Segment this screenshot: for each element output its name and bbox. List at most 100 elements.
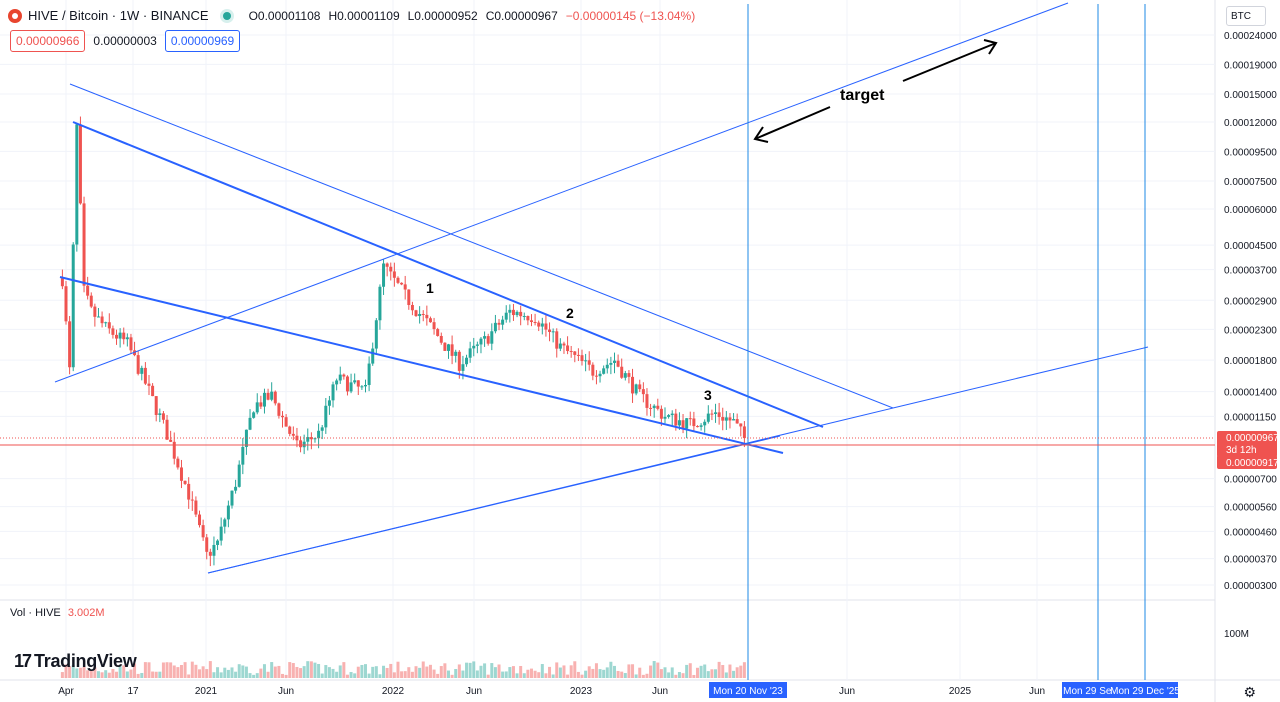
volume-bar xyxy=(226,669,230,678)
currency-button[interactable]: BTC xyxy=(1226,6,1266,26)
candle-body xyxy=(681,420,685,429)
volume-bar xyxy=(208,661,212,678)
volume-bar xyxy=(104,670,108,678)
candle-body xyxy=(201,525,205,538)
price-tick-label: 0.00015000 xyxy=(1224,90,1277,101)
candle-body xyxy=(533,322,537,324)
candle-body xyxy=(161,413,165,420)
volume-bar xyxy=(529,668,533,678)
candle-body xyxy=(486,336,490,344)
volume-bar xyxy=(317,663,321,678)
candle-body xyxy=(703,421,707,426)
volume-bar xyxy=(78,667,82,678)
candle-body xyxy=(508,309,512,313)
candle-body xyxy=(165,419,169,440)
candle-body xyxy=(407,289,411,306)
candle-body xyxy=(187,483,191,500)
line-price-label: 0.00000917 xyxy=(1226,458,1279,469)
time-highlight-label: Mon 20 Nov '23 xyxy=(713,686,783,697)
volume-bar xyxy=(432,669,436,678)
volume-bar xyxy=(742,662,746,678)
volume-bar xyxy=(288,662,292,678)
candle-body xyxy=(529,320,533,323)
volume-bar xyxy=(389,663,393,678)
candle-body xyxy=(414,310,418,317)
candle-body xyxy=(118,332,122,339)
candle-body xyxy=(598,373,602,377)
arrow-head-left xyxy=(753,126,769,143)
volume-bar xyxy=(306,661,310,678)
candle-body xyxy=(728,417,732,421)
trendline-support-falling xyxy=(59,276,784,454)
ohlc-open: O0.00001108 xyxy=(248,8,321,23)
candle-body xyxy=(291,433,295,436)
volume-bar xyxy=(237,664,241,678)
candle-body xyxy=(179,467,183,481)
candle-body xyxy=(479,338,483,345)
volume-bar xyxy=(454,669,458,678)
candle-body xyxy=(317,430,321,439)
volume-bar xyxy=(277,665,281,678)
candle-body xyxy=(82,203,86,286)
arrow-head-right xyxy=(983,39,998,55)
candle-body xyxy=(273,391,277,404)
candle-body xyxy=(327,400,331,406)
candle-body xyxy=(544,323,548,330)
candle-body xyxy=(96,316,100,318)
candle-body xyxy=(511,309,515,316)
volume-bar xyxy=(706,671,710,678)
ask-button[interactable]: 0.00000969 xyxy=(164,30,241,52)
candle-body xyxy=(234,486,238,491)
volume-bar xyxy=(446,670,450,678)
candle-body xyxy=(277,403,281,416)
volume-bar xyxy=(244,666,248,678)
candle-body xyxy=(558,343,562,349)
candle-body xyxy=(692,418,696,427)
candle-body xyxy=(620,366,624,378)
volume-bar xyxy=(165,662,169,678)
candle-body xyxy=(519,311,523,317)
volume-bar xyxy=(472,661,476,678)
candle-body xyxy=(349,382,353,392)
candle-body xyxy=(68,321,72,368)
trendline-upper-channel xyxy=(69,83,894,409)
volume-bar xyxy=(493,667,497,678)
trendline-drawings[interactable]: target 1 2 3 xyxy=(0,2,1215,680)
tradingview-logo[interactable]: 17 TradingView xyxy=(14,651,137,672)
candle-body xyxy=(580,355,584,362)
candle-body xyxy=(450,344,454,356)
volume-bar xyxy=(428,664,432,678)
volume-bar xyxy=(486,674,490,678)
volume-bar xyxy=(508,667,512,678)
candle-body xyxy=(403,284,407,290)
candle-body xyxy=(140,367,144,374)
candle-body xyxy=(641,389,645,395)
volume-bar xyxy=(299,668,303,678)
candle-body xyxy=(115,334,119,339)
candle-body xyxy=(78,124,82,204)
price-tick-label: 0.00000370 xyxy=(1224,555,1277,566)
price-axis[interactable]: 0.00024000 0.00019000 0.00015000 0.00012000… xyxy=(1217,31,1279,640)
countdown-label: 3d 12h xyxy=(1226,445,1257,456)
symbol-title[interactable]: HIVE / Bitcoin · 1W · BINANCE xyxy=(28,8,209,23)
volume-bar xyxy=(216,667,220,678)
bid-button[interactable]: 0.00000966 xyxy=(10,30,86,52)
volume-bar xyxy=(425,666,429,678)
candle-body xyxy=(515,311,519,316)
volume-bar xyxy=(656,662,660,678)
volume-bar xyxy=(60,672,64,678)
price-tick-label: 0.00000700 xyxy=(1224,475,1277,486)
candle-body xyxy=(64,286,68,322)
candle-body xyxy=(425,314,429,319)
candle-body xyxy=(695,426,699,428)
time-axis[interactable]: Apr 17 2021 Jun 2022 Jun 2023 Jun Jun 2025 Jun Mon … xyxy=(58,682,1180,698)
price-tick-label: 0.00001150 xyxy=(1224,412,1277,423)
price-tick-label: 0.00007500 xyxy=(1224,177,1277,188)
volume-bar xyxy=(374,666,378,678)
candle-body xyxy=(183,480,187,484)
volume-bar xyxy=(241,665,245,678)
settings-gear-icon[interactable]: ⚙ xyxy=(1243,684,1256,700)
quote-panel: 0.00000966 0.00000003 0.00000969 xyxy=(10,30,241,52)
price-tick-label: 0.00019000 xyxy=(1224,60,1277,71)
volume-bar xyxy=(367,673,371,678)
